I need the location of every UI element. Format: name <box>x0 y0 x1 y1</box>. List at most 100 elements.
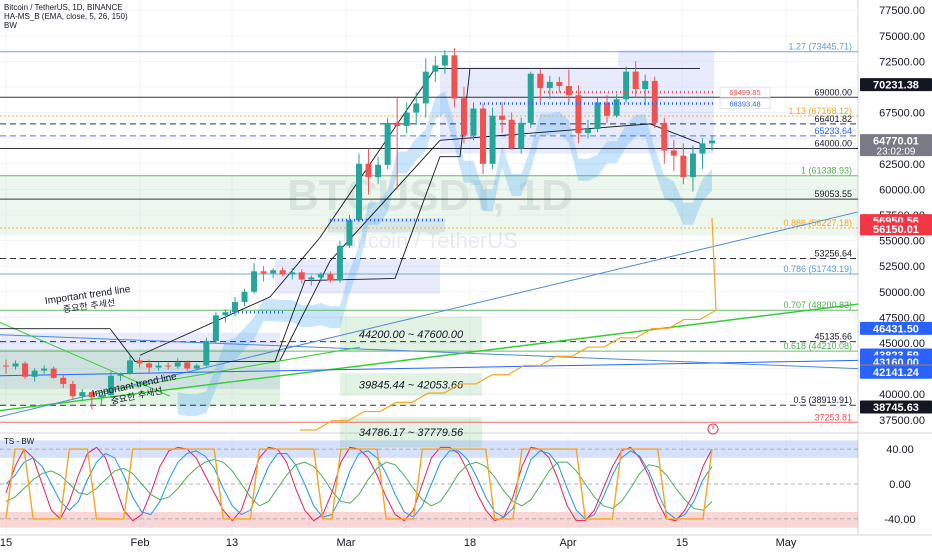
level-label: 0.5 (38919.91) <box>793 395 852 405</box>
candle-body <box>12 363 19 367</box>
x-tick-label: 13 <box>226 537 238 549</box>
indicator-series-line <box>5 459 713 511</box>
level-label: 1.27 (73445.71) <box>788 42 852 52</box>
price-tag-box <box>860 321 932 335</box>
candle-body <box>203 340 210 366</box>
candle-body <box>480 108 487 164</box>
candle-body <box>308 277 315 280</box>
candle-body <box>441 55 448 66</box>
trend-line <box>0 322 171 397</box>
candle-body <box>155 365 162 368</box>
x-tick-label: Feb <box>131 537 150 549</box>
candle-body <box>451 55 458 99</box>
indicator-series-line <box>5 450 713 520</box>
price-tag-box <box>860 365 932 379</box>
x-tick-label: 15 <box>676 537 688 549</box>
x-tick-label: Mar <box>337 537 356 549</box>
candle-body <box>632 71 639 90</box>
price-tag-label: 56150.01 <box>873 224 919 236</box>
candle-body <box>289 272 296 275</box>
price-tag-label: 38745.63 <box>873 402 919 414</box>
x-tick-label: Apr <box>559 537 576 549</box>
candle-body <box>60 377 67 384</box>
level-label: 69000.00 <box>814 87 852 97</box>
y-tick-label: 72500.00 <box>879 56 925 68</box>
trend-trace <box>139 68 470 356</box>
candle-body <box>3 365 9 367</box>
candle-body <box>165 365 172 367</box>
candle-body <box>88 392 95 398</box>
candle-body <box>136 360 143 364</box>
trend-line <box>0 211 859 418</box>
orange-stair-trail <box>300 218 717 431</box>
indicator-y-tick: 0.00 <box>889 479 910 491</box>
legend-bw: BW <box>4 21 17 30</box>
candle-body <box>174 362 181 367</box>
price-tag-box <box>860 134 932 157</box>
candle-body <box>222 312 229 316</box>
small-tag-label: 68393.48 <box>729 99 760 108</box>
price-tag-box <box>860 222 932 236</box>
level-label: 37253.81 <box>814 412 852 422</box>
candle-body <box>241 291 248 303</box>
candle-body <box>127 360 134 374</box>
price-tag-label: 42141.24 <box>873 367 920 379</box>
y-tick-label: 62500.00 <box>879 159 925 171</box>
indicator-label: TS - BW <box>4 437 35 446</box>
candle-body <box>604 102 611 116</box>
support-zone-label: 34786.17 ~ 37779.56 <box>359 427 464 439</box>
candle-body <box>346 220 353 246</box>
level-label: 53256.64 <box>814 248 852 258</box>
x-tick-label: 15 <box>0 537 12 549</box>
level-label: 65233.64 <box>814 126 852 136</box>
watermark-name: Bitcoin / TetherUS <box>342 228 518 253</box>
y-tick-label: 37500.00 <box>879 415 925 427</box>
y-tick-label: 45000.00 <box>879 338 925 350</box>
price-tag-box <box>860 78 932 92</box>
candle-body <box>79 392 86 397</box>
candle-body <box>270 270 277 274</box>
candle-body <box>327 274 334 281</box>
candle-body <box>41 368 48 371</box>
candle-body <box>709 140 715 144</box>
watermark-symbol: BTCUSDT, 1D <box>287 171 573 220</box>
candle-body <box>613 99 620 116</box>
y-tick-label: 47500.00 <box>879 312 925 324</box>
candle-body <box>394 122 401 126</box>
candle-body <box>31 370 38 377</box>
price-tag-label: 64770.01 <box>873 136 919 148</box>
candle-body <box>508 119 515 149</box>
candle-body <box>470 108 477 136</box>
candle-body <box>365 163 372 178</box>
small-tag-box <box>719 86 771 98</box>
green-zone <box>0 176 858 236</box>
indicator-y-tick: 40.00 <box>886 444 914 456</box>
candle-body <box>661 122 668 151</box>
indicator-series-line <box>5 448 713 520</box>
support-zone-label: 44200.00 ~ 47600.00 <box>359 329 464 341</box>
level-label: 1 (61338.93) <box>801 166 852 176</box>
y-tick-label: 55000.00 <box>879 236 925 248</box>
x-tick-label: 18 <box>464 537 476 549</box>
level-label: 0.786 (51743.19) <box>783 264 852 274</box>
y-tick-label: 67500.00 <box>879 108 925 120</box>
candle-body <box>518 122 525 149</box>
candle-body <box>413 103 420 113</box>
candle-body <box>680 155 687 178</box>
small-tag-box <box>719 98 771 109</box>
y-tick-label: 50000.00 <box>879 287 925 299</box>
level-label: 64000.00 <box>814 138 852 148</box>
legend-symbol: Bitcoin / TetherUS, 1D, BINANCE <box>4 3 123 12</box>
price-tag-countdown: 23:02:09 <box>877 147 916 158</box>
candle-body <box>193 365 200 369</box>
candle-body <box>623 71 630 100</box>
legend-ha-ms: HA-MS_B (EMA, close, 5, 26, 150) <box>4 12 128 21</box>
candle-body <box>489 115 496 164</box>
candle-body <box>594 102 601 129</box>
candle-body <box>107 375 114 396</box>
candle-body <box>69 383 76 397</box>
candle-body <box>260 271 267 274</box>
candle-body <box>689 153 696 178</box>
candle-body <box>279 270 286 275</box>
y-tick-label: 60000.00 <box>879 184 925 196</box>
